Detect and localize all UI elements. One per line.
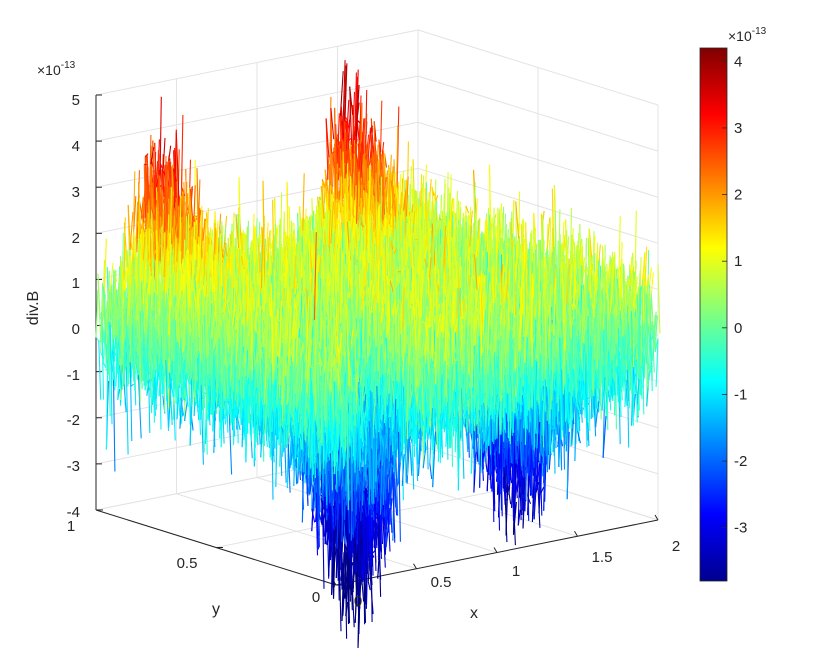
surface-segment: [104, 330, 108, 365]
surface-segment: [144, 163, 148, 166]
surface-mesh: [95, 60, 661, 648]
surface-segment: [101, 312, 105, 343]
surface-segment: [135, 238, 138, 241]
surface-segment: [435, 195, 439, 201]
surface-segment: [98, 340, 102, 400]
surface-segment: [325, 118, 330, 158]
grid-line: [574, 530, 578, 537]
surface-segment: [330, 108, 335, 140]
surface-segment: [339, 71, 344, 118]
surface-segment: [95, 289, 99, 337]
grid-line: [654, 514, 659, 521]
surface-segment: [168, 145, 172, 161]
surface-segment: [97, 273, 102, 341]
surface-segment: [95, 336, 100, 342]
surface-segment: [103, 238, 107, 292]
grid-line: [413, 563, 417, 570]
surface-segment: [100, 352, 105, 359]
grid-line: [493, 547, 498, 553]
